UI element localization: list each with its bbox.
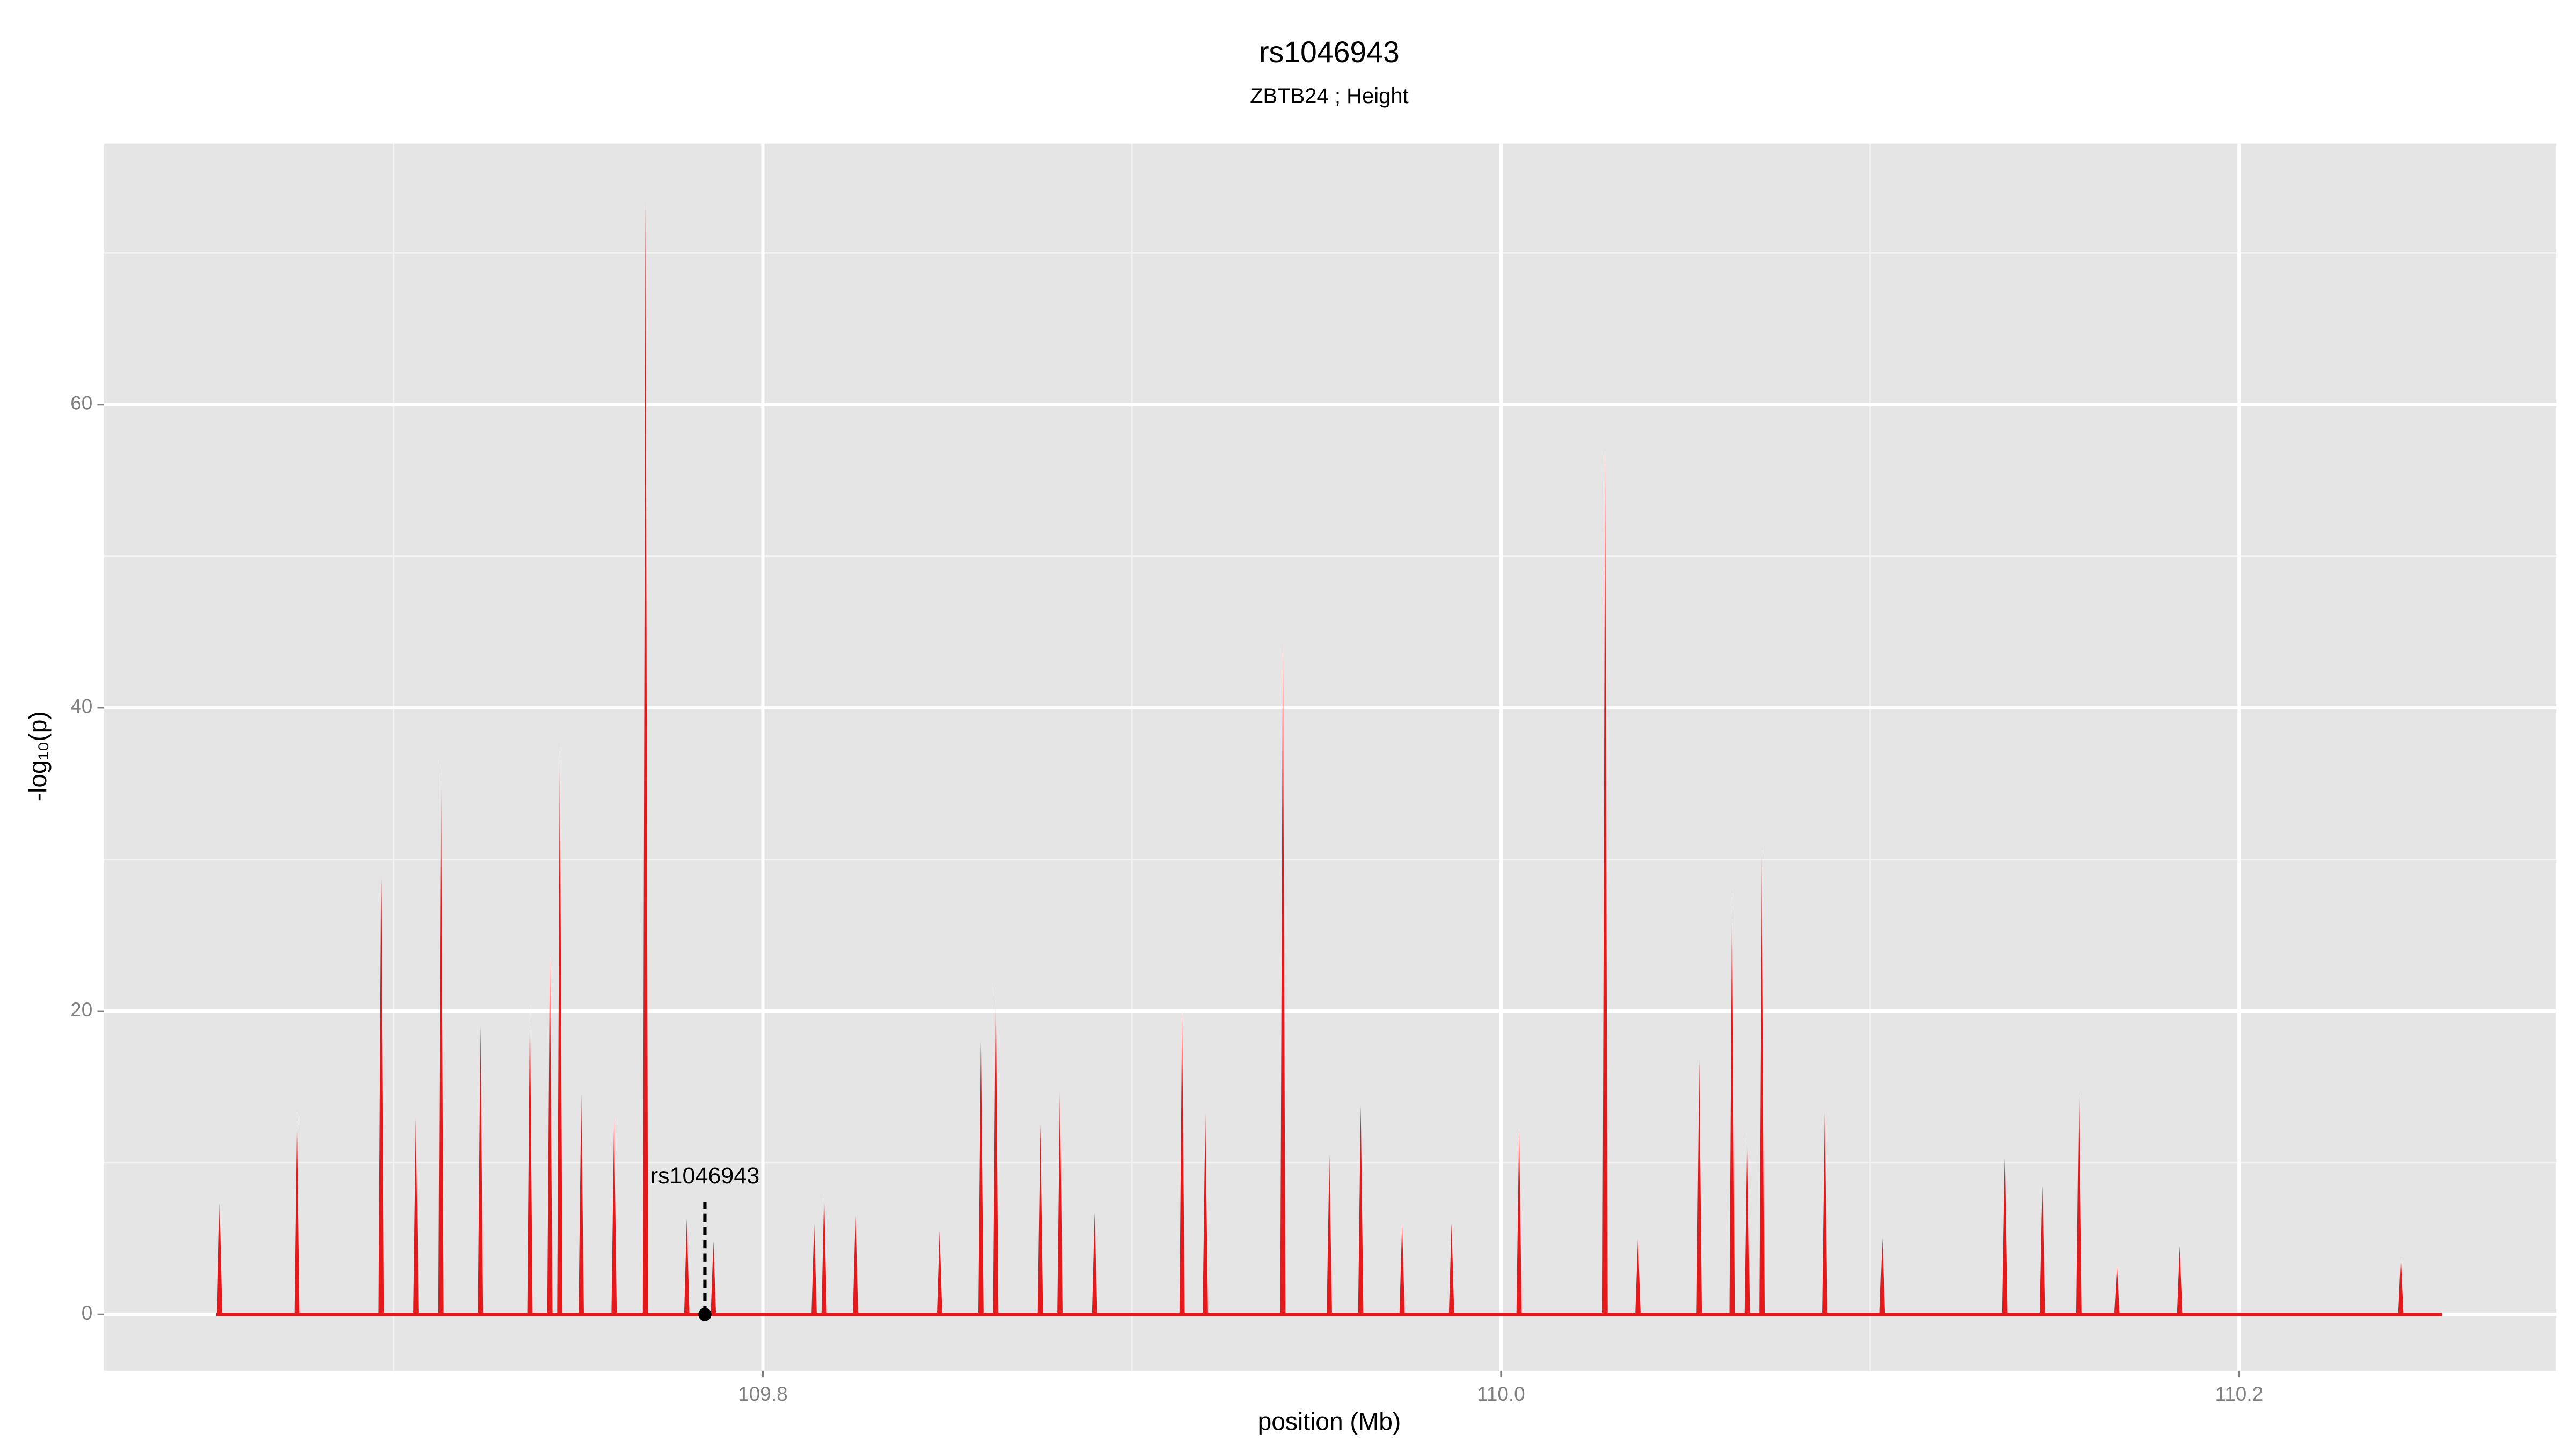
spike: [1203, 1113, 1208, 1315]
spike: [821, 1193, 827, 1315]
spike: [1635, 1238, 1641, 1315]
y-tick-label: 20: [70, 999, 92, 1021]
spike: [2002, 1158, 2008, 1315]
x-tick-label: 110.0: [1477, 1383, 1525, 1405]
chart-title: rs1046943: [1259, 35, 1400, 69]
spike: [711, 1241, 716, 1315]
spike: [811, 1223, 817, 1315]
y-tick-label: 40: [70, 696, 92, 718]
spike: [2076, 1090, 2082, 1315]
spike: [478, 1026, 484, 1315]
spike: [2398, 1256, 2404, 1315]
spike: [2039, 1185, 2045, 1315]
spike: [1759, 846, 1765, 1315]
spike: [993, 984, 999, 1315]
spike: [2177, 1246, 2183, 1315]
spike: [294, 1109, 300, 1315]
y-tick-label: 60: [70, 392, 92, 414]
spike: [936, 1231, 942, 1315]
spike: [1327, 1155, 1333, 1315]
spike: [978, 1041, 984, 1315]
spike: [611, 1117, 617, 1315]
spike: [1037, 1125, 1043, 1315]
plot-panel: [104, 143, 2557, 1371]
spike: [1358, 1105, 1364, 1315]
spike: [579, 1094, 584, 1315]
spike: [1729, 890, 1735, 1315]
highlight-point: [698, 1307, 712, 1321]
spike: [413, 1117, 419, 1315]
spike: [1879, 1238, 1885, 1315]
spike: [547, 953, 553, 1315]
y-tick-label: 0: [82, 1302, 93, 1324]
y-axis-label: -log₁₀(p): [24, 711, 52, 801]
spike: [438, 758, 444, 1315]
spike: [1280, 642, 1286, 1315]
spike: [527, 1003, 533, 1315]
spike: [1602, 447, 1608, 1315]
x-axis-label: position (Mb): [1258, 1407, 1401, 1435]
x-tick-label: 109.8: [738, 1383, 787, 1405]
spike: [557, 741, 563, 1315]
spike: [1516, 1129, 1522, 1315]
spike: [378, 877, 384, 1315]
spike: [1092, 1212, 1097, 1315]
spike: [1744, 1132, 1750, 1315]
spike: [642, 202, 648, 1315]
spike: [1822, 1111, 1827, 1315]
chart-subtitle: ZBTB24 ; Height: [1250, 84, 1409, 108]
x-tick-label: 110.2: [2215, 1383, 2264, 1405]
spike: [1448, 1223, 1454, 1315]
spike: [853, 1216, 858, 1315]
spike: [1057, 1090, 1063, 1315]
spike: [684, 1219, 690, 1315]
spike: [2114, 1265, 2120, 1315]
spike: [1696, 1061, 1702, 1315]
highlight-label: rs1046943: [650, 1163, 760, 1189]
spike: [1179, 1011, 1185, 1315]
spike: [217, 1203, 223, 1315]
spike: [1399, 1223, 1405, 1315]
